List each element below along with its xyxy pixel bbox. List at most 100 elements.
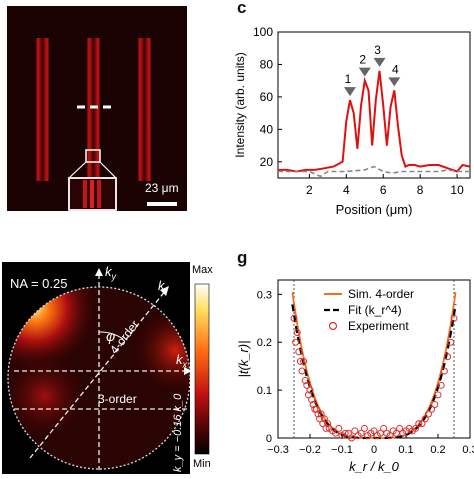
- experiment-point: [293, 329, 301, 337]
- y-tick-label: 60: [260, 90, 274, 104]
- experiment-point: [447, 338, 455, 346]
- peak-marker: [344, 87, 356, 97]
- x-tick-label: −0.1: [331, 444, 353, 456]
- experiment-point: [341, 429, 349, 437]
- fourier-plane-image: [2, 262, 210, 474]
- experiment-point: [304, 391, 312, 399]
- experiment-point: [290, 314, 298, 322]
- grating-strip: [36, 38, 49, 181]
- series-line-1: [278, 70, 471, 173]
- peak-marker: [373, 57, 386, 67]
- microscope-image-panel: 23 μm: [7, 6, 187, 211]
- zoom-source-box: [85, 149, 101, 163]
- microscope-image: [7, 6, 187, 211]
- x-tick-label: 0: [371, 444, 377, 456]
- legend-entry: Experiment: [348, 319, 409, 333]
- experiment-point: [332, 429, 340, 437]
- y-tick-label: 0.3: [257, 289, 272, 301]
- grating-strip: [87, 38, 100, 181]
- experiment-point: [428, 405, 436, 413]
- experiment-point: [295, 348, 303, 356]
- y-tick-label: 100: [253, 25, 273, 39]
- na-label: NA = 0.25: [10, 276, 68, 291]
- experiment-point: [303, 381, 311, 389]
- experiment-point: [351, 427, 359, 435]
- colorbar-min-label: Min: [193, 458, 211, 470]
- experiment-point: [348, 434, 356, 442]
- experiment-point: [308, 396, 316, 404]
- x-axis-label: Position (μm): [336, 202, 413, 217]
- ky-cut-value-label: k_y = −0.16 k_0: [172, 393, 184, 472]
- x-tick-label: 0.3: [462, 444, 474, 456]
- experiment-point: [370, 427, 378, 435]
- plot-frame: [277, 31, 471, 179]
- peak-label: 4: [392, 62, 399, 76]
- x-tick-label: 0.2: [430, 444, 445, 456]
- experiment-point: [296, 357, 304, 365]
- intensity-profile-chart: 2 4 6 8 10 20 40 60 80 100 Position (μm) Intensity …: [233, 25, 471, 217]
- experiment-point: [418, 420, 426, 428]
- experiment-point: [424, 410, 432, 418]
- order3-label: 3-order: [98, 392, 137, 406]
- experiment-point: [386, 432, 394, 440]
- experiment-point: [412, 424, 420, 432]
- y-tick-label: 40: [260, 122, 274, 136]
- colorbar-max-label: Max: [192, 264, 213, 276]
- scale-bar-label: 23 μm: [145, 181, 179, 195]
- experiment-point: [306, 386, 314, 394]
- peak-label: 1: [345, 72, 352, 86]
- experiment-point: [335, 424, 343, 432]
- x-axis-label: k_r / k_0: [349, 459, 400, 474]
- x-tick-label: −0.2: [299, 444, 321, 456]
- x-tick-label: 10: [450, 183, 464, 197]
- transfer-function-chart: −0.3 −0.2 −0.1 0 0.1 0.2 0.3 0 0.1 0.2 0.3 k_r / k_…: [236, 279, 474, 474]
- y-tick-label: 0: [266, 433, 272, 445]
- legend-swatch: [328, 321, 338, 331]
- experiment-point: [434, 391, 442, 399]
- x-tick-label: 8: [417, 183, 424, 197]
- experiment-point: [301, 377, 309, 385]
- experiment-point: [357, 429, 365, 437]
- experiment-point: [437, 381, 445, 389]
- experiment-point: [312, 405, 320, 413]
- experiment-point: [316, 415, 324, 423]
- experiment-point: [324, 420, 332, 428]
- experiment-point: [314, 410, 322, 418]
- experiment-point: [298, 367, 306, 375]
- x-tick-label: 2: [306, 183, 313, 197]
- experiment-point: [319, 420, 327, 428]
- experiment-point: [322, 424, 330, 432]
- experiment-point: [309, 400, 317, 408]
- y-tick-label: 80: [260, 57, 274, 71]
- experiment-point: [415, 420, 423, 428]
- y-tick-label: 20: [260, 155, 274, 169]
- panel-label-c: c: [237, 0, 247, 17]
- y-tick-label: 0.1: [257, 385, 272, 397]
- series-line-2: [278, 165, 470, 178]
- grating-strip: [138, 38, 151, 181]
- experiment-point: [344, 429, 352, 437]
- x-tick-label: 6: [380, 183, 387, 197]
- experiment-point: [396, 424, 404, 432]
- y-axis-label: Intensity (arb. units): [233, 52, 247, 157]
- x-tick-label: 0.1: [398, 444, 413, 456]
- experiment-point: [450, 314, 458, 322]
- legend-entry: Sim. 4-order: [348, 287, 414, 301]
- experiment-point: [320, 415, 328, 423]
- fourier-plane-panel: NA = 0.25 ky kr kx φ 4-order 3-order k_y…: [2, 262, 217, 474]
- peak-marker: [388, 77, 401, 87]
- experiment-point: [380, 424, 388, 432]
- legend-entry: Fit (k_r^4): [348, 303, 402, 317]
- phi-label: φ: [106, 328, 116, 344]
- peak-marker: [358, 67, 371, 77]
- kr-axis: [29, 289, 167, 459]
- experiment-point: [300, 357, 308, 365]
- experiment-point: [440, 367, 448, 375]
- y-axis-label: |t(k_r)|: [236, 340, 251, 377]
- kx-axis-label: kx: [176, 352, 187, 370]
- experiment-point: [444, 353, 452, 361]
- ky-axis-label: ky: [105, 264, 116, 282]
- peak-label: 3: [374, 43, 381, 57]
- kr-axis-label: kr: [158, 278, 168, 296]
- scale-bar: [147, 202, 177, 206]
